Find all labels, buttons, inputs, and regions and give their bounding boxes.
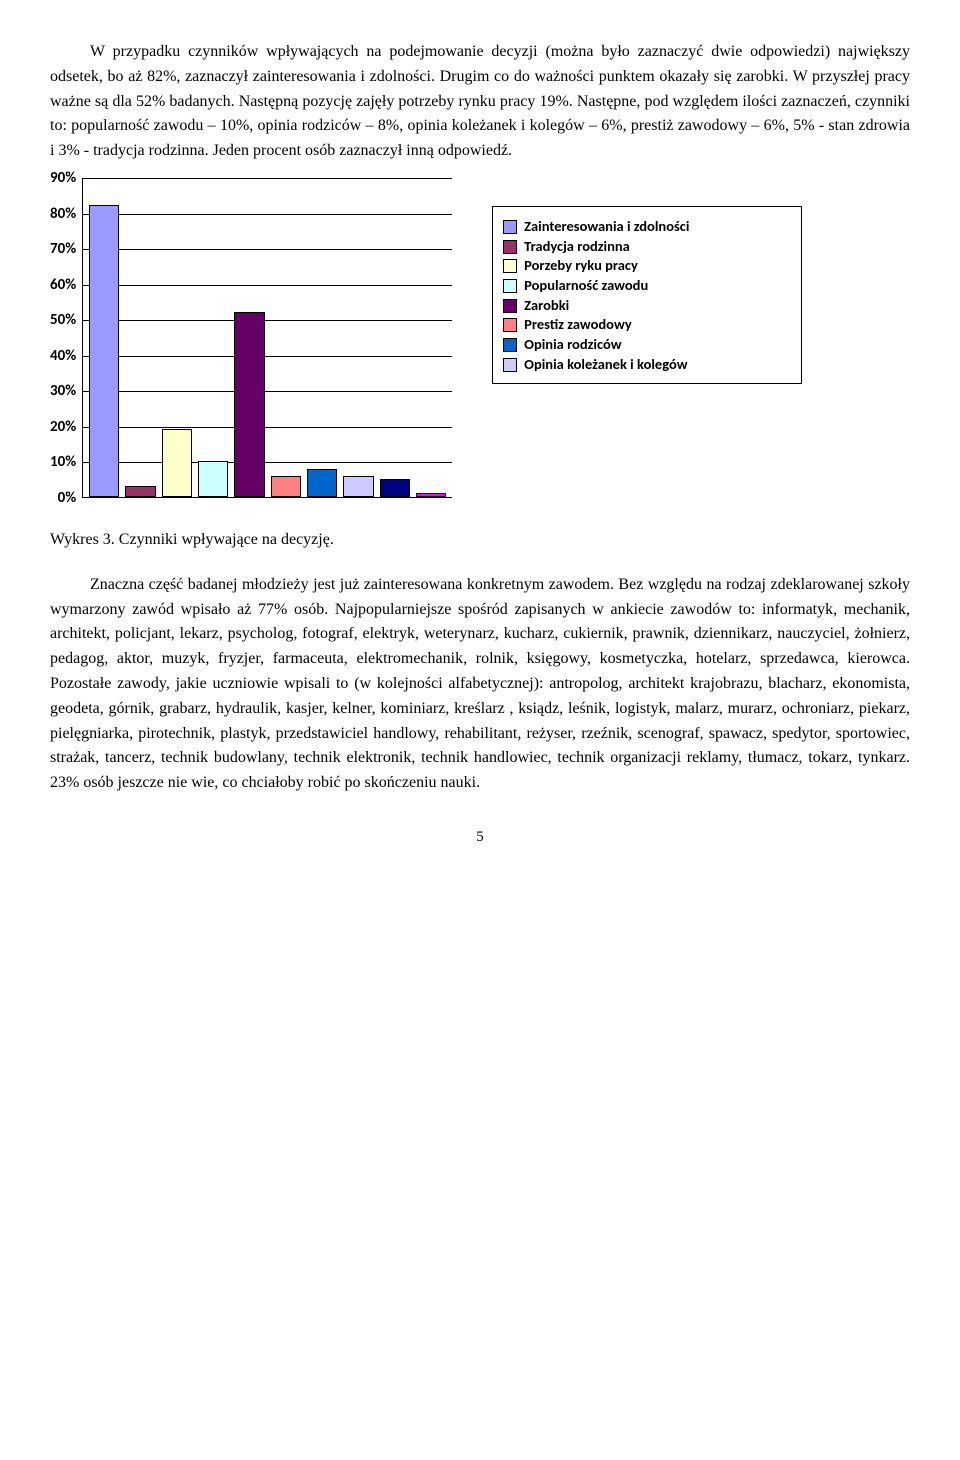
chart-bar [89, 205, 119, 497]
legend-item: Tradycja rodzinna [503, 238, 785, 255]
paragraph-1: W przypadku czynników wpływających na po… [50, 40, 910, 164]
chart-legend: Zainteresowania i zdolności Tradycja rodz… [492, 206, 802, 384]
legend-label: Zarobki [524, 297, 569, 314]
legend-label: Tradycja rodzinna [524, 238, 630, 255]
chart-bar [125, 486, 155, 497]
page-number: 5 [50, 826, 910, 849]
legend-swatch [503, 259, 517, 273]
chart-y-axis: 90%80%70%60%50%40%30%20%10%0% [50, 178, 82, 498]
chart-bar [343, 476, 373, 497]
chart-bar [380, 479, 410, 497]
legend-swatch [503, 220, 517, 234]
legend-label: Prestiz zawodowy [524, 316, 632, 333]
chart-caption: Wykres 3. Czynniki wpływające na decyzję… [50, 528, 910, 553]
paragraph-2: Znaczna część badanej młodzieży jest już… [50, 573, 910, 796]
legend-swatch [503, 318, 517, 332]
legend-label: Opinia koleżanek i kolegów [524, 356, 687, 373]
legend-item: Opinia rodziców [503, 336, 785, 353]
chart-bars [83, 178, 452, 497]
legend-label: Popularność zawodu [524, 277, 648, 294]
legend-item: Zarobki [503, 297, 785, 314]
legend-label: Porzeby ryku pracy [524, 257, 638, 274]
legend-swatch [503, 338, 517, 352]
legend-item: Prestiz zawodowy [503, 316, 785, 333]
chart-plot-area [82, 178, 452, 498]
legend-item: Popularność zawodu [503, 277, 785, 294]
legend-item: Opinia koleżanek i kolegów [503, 356, 785, 373]
legend-item: Porzeby ryku pracy [503, 257, 785, 274]
legend-label: Zainteresowania i zdolności [524, 218, 689, 235]
legend-swatch [503, 279, 517, 293]
chart-bar [198, 461, 228, 497]
bar-chart: 90%80%70%60%50%40%30%20%10%0% Zaintereso… [50, 178, 910, 498]
chart-bar [307, 469, 337, 497]
chart-bar [162, 429, 192, 497]
legend-item: Zainteresowania i zdolności [503, 218, 785, 235]
chart-bar [416, 493, 446, 497]
chart-bar [271, 476, 301, 497]
legend-label: Opinia rodziców [524, 336, 621, 353]
legend-swatch [503, 240, 517, 254]
chart-bar [234, 312, 264, 497]
legend-swatch [503, 358, 517, 372]
legend-swatch [503, 299, 517, 313]
